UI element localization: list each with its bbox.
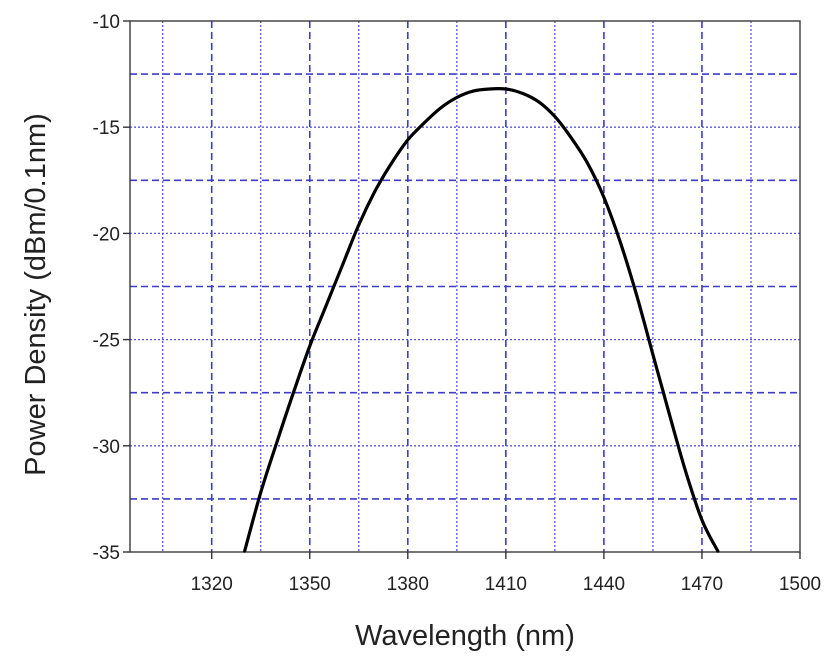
spectrum-data-point	[390, 162, 393, 165]
spectrum-data-point	[717, 551, 720, 553]
spectrum-data-point	[652, 353, 654, 356]
y-tick-label: -30	[93, 437, 120, 458]
x-tick-labels: 1320 1350 1380 1410 1440 1470 1500	[191, 574, 822, 595]
spectrum-data-points	[243, 88, 720, 553]
spectrum-data-point	[635, 294, 638, 296]
spectrum-data-point	[521, 92, 523, 95]
spectrum-data-point	[537, 100, 540, 103]
spectrum-data-point	[505, 88, 507, 90]
y-tick-labels: -10 -15 -20 -25 -30 -35	[93, 12, 120, 564]
spectrum-data-point	[276, 440, 278, 443]
spectrum-data-point	[292, 391, 295, 394]
spectrum-data-point	[570, 137, 573, 139]
spectrum-series-line	[242, 86, 720, 553]
x-tick-label: 1410	[485, 574, 527, 595]
spectrum-data-point	[308, 345, 311, 347]
spectrum-data-point	[488, 88, 491, 90]
x-axis-title: Wavelength (nm)	[355, 620, 575, 652]
y-tick-label: -35	[93, 543, 120, 564]
y-tick-label: -25	[93, 331, 120, 352]
spectrum-data-point	[243, 551, 246, 553]
spectrum-data-point	[407, 139, 409, 141]
y-tick-label: -10	[93, 12, 120, 33]
x-tick-label: 1470	[681, 574, 723, 595]
x-tick-label: 1380	[387, 574, 429, 595]
spectrum-data-point	[701, 519, 703, 521]
axis-ticks	[123, 20, 801, 559]
x-tick-label: 1440	[583, 574, 625, 595]
spectrum-data-point	[456, 96, 458, 99]
spectrum-data-point	[619, 241, 622, 243]
spectrum-data-point	[341, 264, 344, 267]
spectrum-data-point	[603, 196, 605, 199]
spectrum-data-point	[374, 190, 376, 192]
x-tick-label: 1350	[289, 574, 331, 595]
plot-frame	[129, 20, 801, 553]
spectrum-data-point	[472, 90, 474, 92]
spectrum-data-point	[684, 470, 687, 473]
x-tick-label: 1500	[779, 574, 821, 595]
spectrum-data-point	[439, 107, 442, 109]
grid	[130, 21, 800, 552]
spectrum-data-point	[554, 115, 556, 118]
y-tick-label: -20	[93, 224, 120, 245]
spectrum-data-point	[259, 491, 262, 494]
spectrum-data-point	[423, 122, 425, 124]
y-axis-title: Power Density (dBm/0.1nm)	[20, 113, 52, 476]
x-tick-label: 1320	[191, 574, 233, 595]
spectrum-data-point	[586, 162, 589, 165]
spectrum-data-point	[325, 304, 327, 307]
spectrum-data-point	[357, 224, 360, 226]
spectrum-data-point	[668, 413, 671, 415]
y-tick-label: -15	[93, 118, 120, 139]
